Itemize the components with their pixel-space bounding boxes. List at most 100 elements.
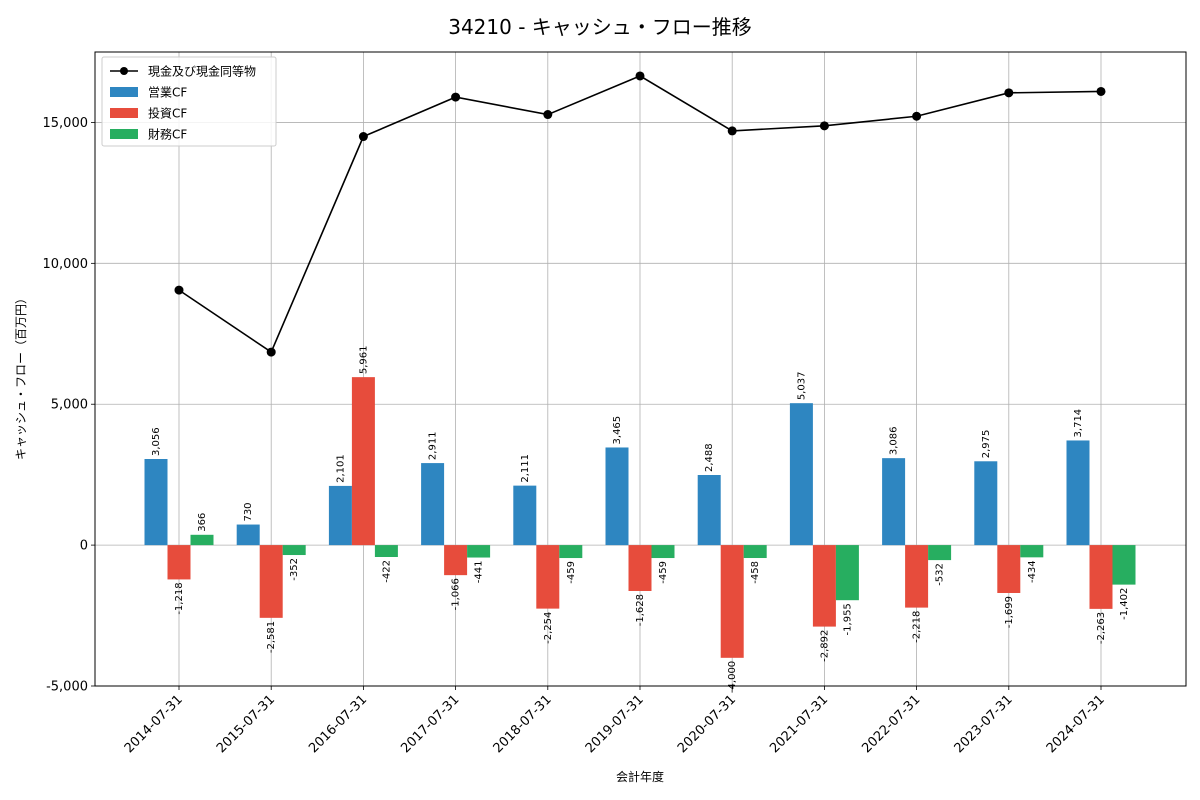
bar-value-label: -1,402 xyxy=(1119,588,1130,620)
cash-point-2015-07-31 xyxy=(266,347,276,357)
x-tick-label: 2018-07-31 xyxy=(491,692,555,756)
bar-営業CF-2018-07-31 xyxy=(513,485,537,546)
bar-営業CF-2021-07-31 xyxy=(789,403,813,546)
x-tick-label: 2021-07-31 xyxy=(767,692,831,756)
bar-value-label: 2,111 xyxy=(520,454,531,483)
bar-投資CF-2020-07-31 xyxy=(720,545,744,658)
cash-point-2023-07-31 xyxy=(1004,88,1014,98)
bar-value-label: 2,101 xyxy=(335,454,346,483)
bar-value-label: 366 xyxy=(197,513,208,532)
bar-value-label: 3,056 xyxy=(151,427,162,456)
bar-value-label: -2,254 xyxy=(543,612,554,644)
cash-point-2018-07-31 xyxy=(543,110,553,120)
bar-value-label: -352 xyxy=(289,558,300,581)
bar-投資CF-2021-07-31 xyxy=(812,545,836,627)
cash-point-2014-07-31 xyxy=(174,285,184,295)
bar-value-label: 3,465 xyxy=(612,416,623,445)
line-layer xyxy=(174,71,1106,357)
bar-value-label: -532 xyxy=(935,563,946,586)
bar-財務CF-2024-07-31 xyxy=(1112,545,1136,585)
bar-value-label: 3,086 xyxy=(889,427,900,456)
bar-value-label: -1,066 xyxy=(451,578,462,610)
bar-value-label: -459 xyxy=(566,561,577,584)
bar-value-label: -458 xyxy=(750,561,761,584)
bar-財務CF-2015-07-31 xyxy=(282,545,306,556)
bar-財務CF-2021-07-31 xyxy=(835,545,859,601)
bar-value-label: -2,581 xyxy=(266,621,277,653)
bar-財務CF-2014-07-31 xyxy=(190,534,214,546)
legend-label: 投資CF xyxy=(148,106,187,121)
x-tick-label: 2023-07-31 xyxy=(952,692,1016,756)
bar-value-label: -434 xyxy=(1027,560,1038,583)
bar-財務CF-2020-07-31 xyxy=(743,545,767,559)
bar-営業CF-2024-07-31 xyxy=(1066,440,1090,546)
bar-投資CF-2023-07-31 xyxy=(997,545,1021,593)
bar-営業CF-2016-07-31 xyxy=(328,485,352,546)
y-tick-label: 10,000 xyxy=(43,257,89,272)
bar-value-label: -422 xyxy=(381,560,392,583)
x-tick-label: 2017-07-31 xyxy=(398,692,462,756)
bar-営業CF-2017-07-31 xyxy=(421,463,445,546)
y-tick-label: 0 xyxy=(80,539,88,554)
cash-point-2024-07-31 xyxy=(1096,86,1106,96)
cash-point-2021-07-31 xyxy=(819,121,829,131)
bar-labels-layer: 3,056 730 2,101 2,911 2,111 3,465 2,488 5,037 3,… xyxy=(151,346,1130,694)
bar-value-label: -441 xyxy=(474,561,485,584)
bar-財務CF-2023-07-31 xyxy=(1020,545,1044,558)
bar-value-label: -2,218 xyxy=(912,611,923,643)
x-tick-label: 2019-07-31 xyxy=(583,692,647,756)
bar-value-label: 2,911 xyxy=(428,431,439,460)
legend-point-marker xyxy=(120,67,128,75)
bar-投資CF-2024-07-31 xyxy=(1089,545,1113,609)
x-tick-label: 2016-07-31 xyxy=(306,692,370,756)
bar-value-label: 730 xyxy=(243,502,254,521)
bar-営業CF-2014-07-31 xyxy=(144,458,168,546)
bar-value-label: 2,488 xyxy=(704,443,715,472)
plot-frame xyxy=(94,51,1187,687)
bar-value-label: -1,955 xyxy=(842,603,853,635)
bar-value-label: -459 xyxy=(658,561,669,584)
x-axis-title: 会計年度 xyxy=(616,769,664,784)
y-tick-label: -5,000 xyxy=(46,680,88,695)
x-tick-label: 2022-07-31 xyxy=(859,692,923,756)
x-tick-label: 2020-07-31 xyxy=(675,692,739,756)
bar-value-label: -2,892 xyxy=(819,630,830,662)
bar-value-label: -1,218 xyxy=(174,582,185,614)
bar-value-label: -1,628 xyxy=(635,594,646,626)
bar-投資CF-2022-07-31 xyxy=(905,545,929,608)
y-tick-label: 5,000 xyxy=(51,398,88,413)
legend-label: 営業CF xyxy=(148,86,187,100)
bars-layer xyxy=(144,377,1136,658)
legend-swatch xyxy=(110,108,138,118)
bar-value-label: -4,000 xyxy=(727,661,738,693)
x-tick-label: 2015-07-31 xyxy=(214,692,278,756)
bar-value-label: 5,961 xyxy=(358,346,369,375)
bar-投資CF-2014-07-31 xyxy=(167,545,191,580)
cash-point-2022-07-31 xyxy=(912,111,922,121)
bar-value-label: 3,714 xyxy=(1073,409,1084,438)
bar-value-label: -2,263 xyxy=(1096,612,1107,644)
bar-投資CF-2015-07-31 xyxy=(259,545,283,618)
axes-layer xyxy=(94,51,1187,687)
x-tick-label: 2014-07-31 xyxy=(122,692,186,756)
cash-point-2019-07-31 xyxy=(635,71,645,81)
bar-財務CF-2022-07-31 xyxy=(928,545,952,561)
legend-swatch xyxy=(110,87,138,97)
legend-label: 財務CF xyxy=(148,127,187,142)
bar-営業CF-2019-07-31 xyxy=(605,447,629,546)
legend-label: 現金及び現金同等物 xyxy=(148,64,256,79)
bar-営業CF-2022-07-31 xyxy=(882,458,906,546)
bar-value-label: 5,037 xyxy=(796,372,807,401)
y-tick-label: 15,000 xyxy=(43,116,89,131)
bar-value-label: 2,975 xyxy=(981,430,992,459)
bar-投資CF-2016-07-31 xyxy=(351,377,375,546)
cash-point-2016-07-31 xyxy=(358,132,368,142)
bar-財務CF-2016-07-31 xyxy=(374,545,398,558)
bar-営業CF-2023-07-31 xyxy=(974,461,998,546)
x-tick-label: 2024-07-31 xyxy=(1044,692,1108,756)
bar-投資CF-2018-07-31 xyxy=(536,545,560,609)
cash-point-2017-07-31 xyxy=(451,92,461,102)
